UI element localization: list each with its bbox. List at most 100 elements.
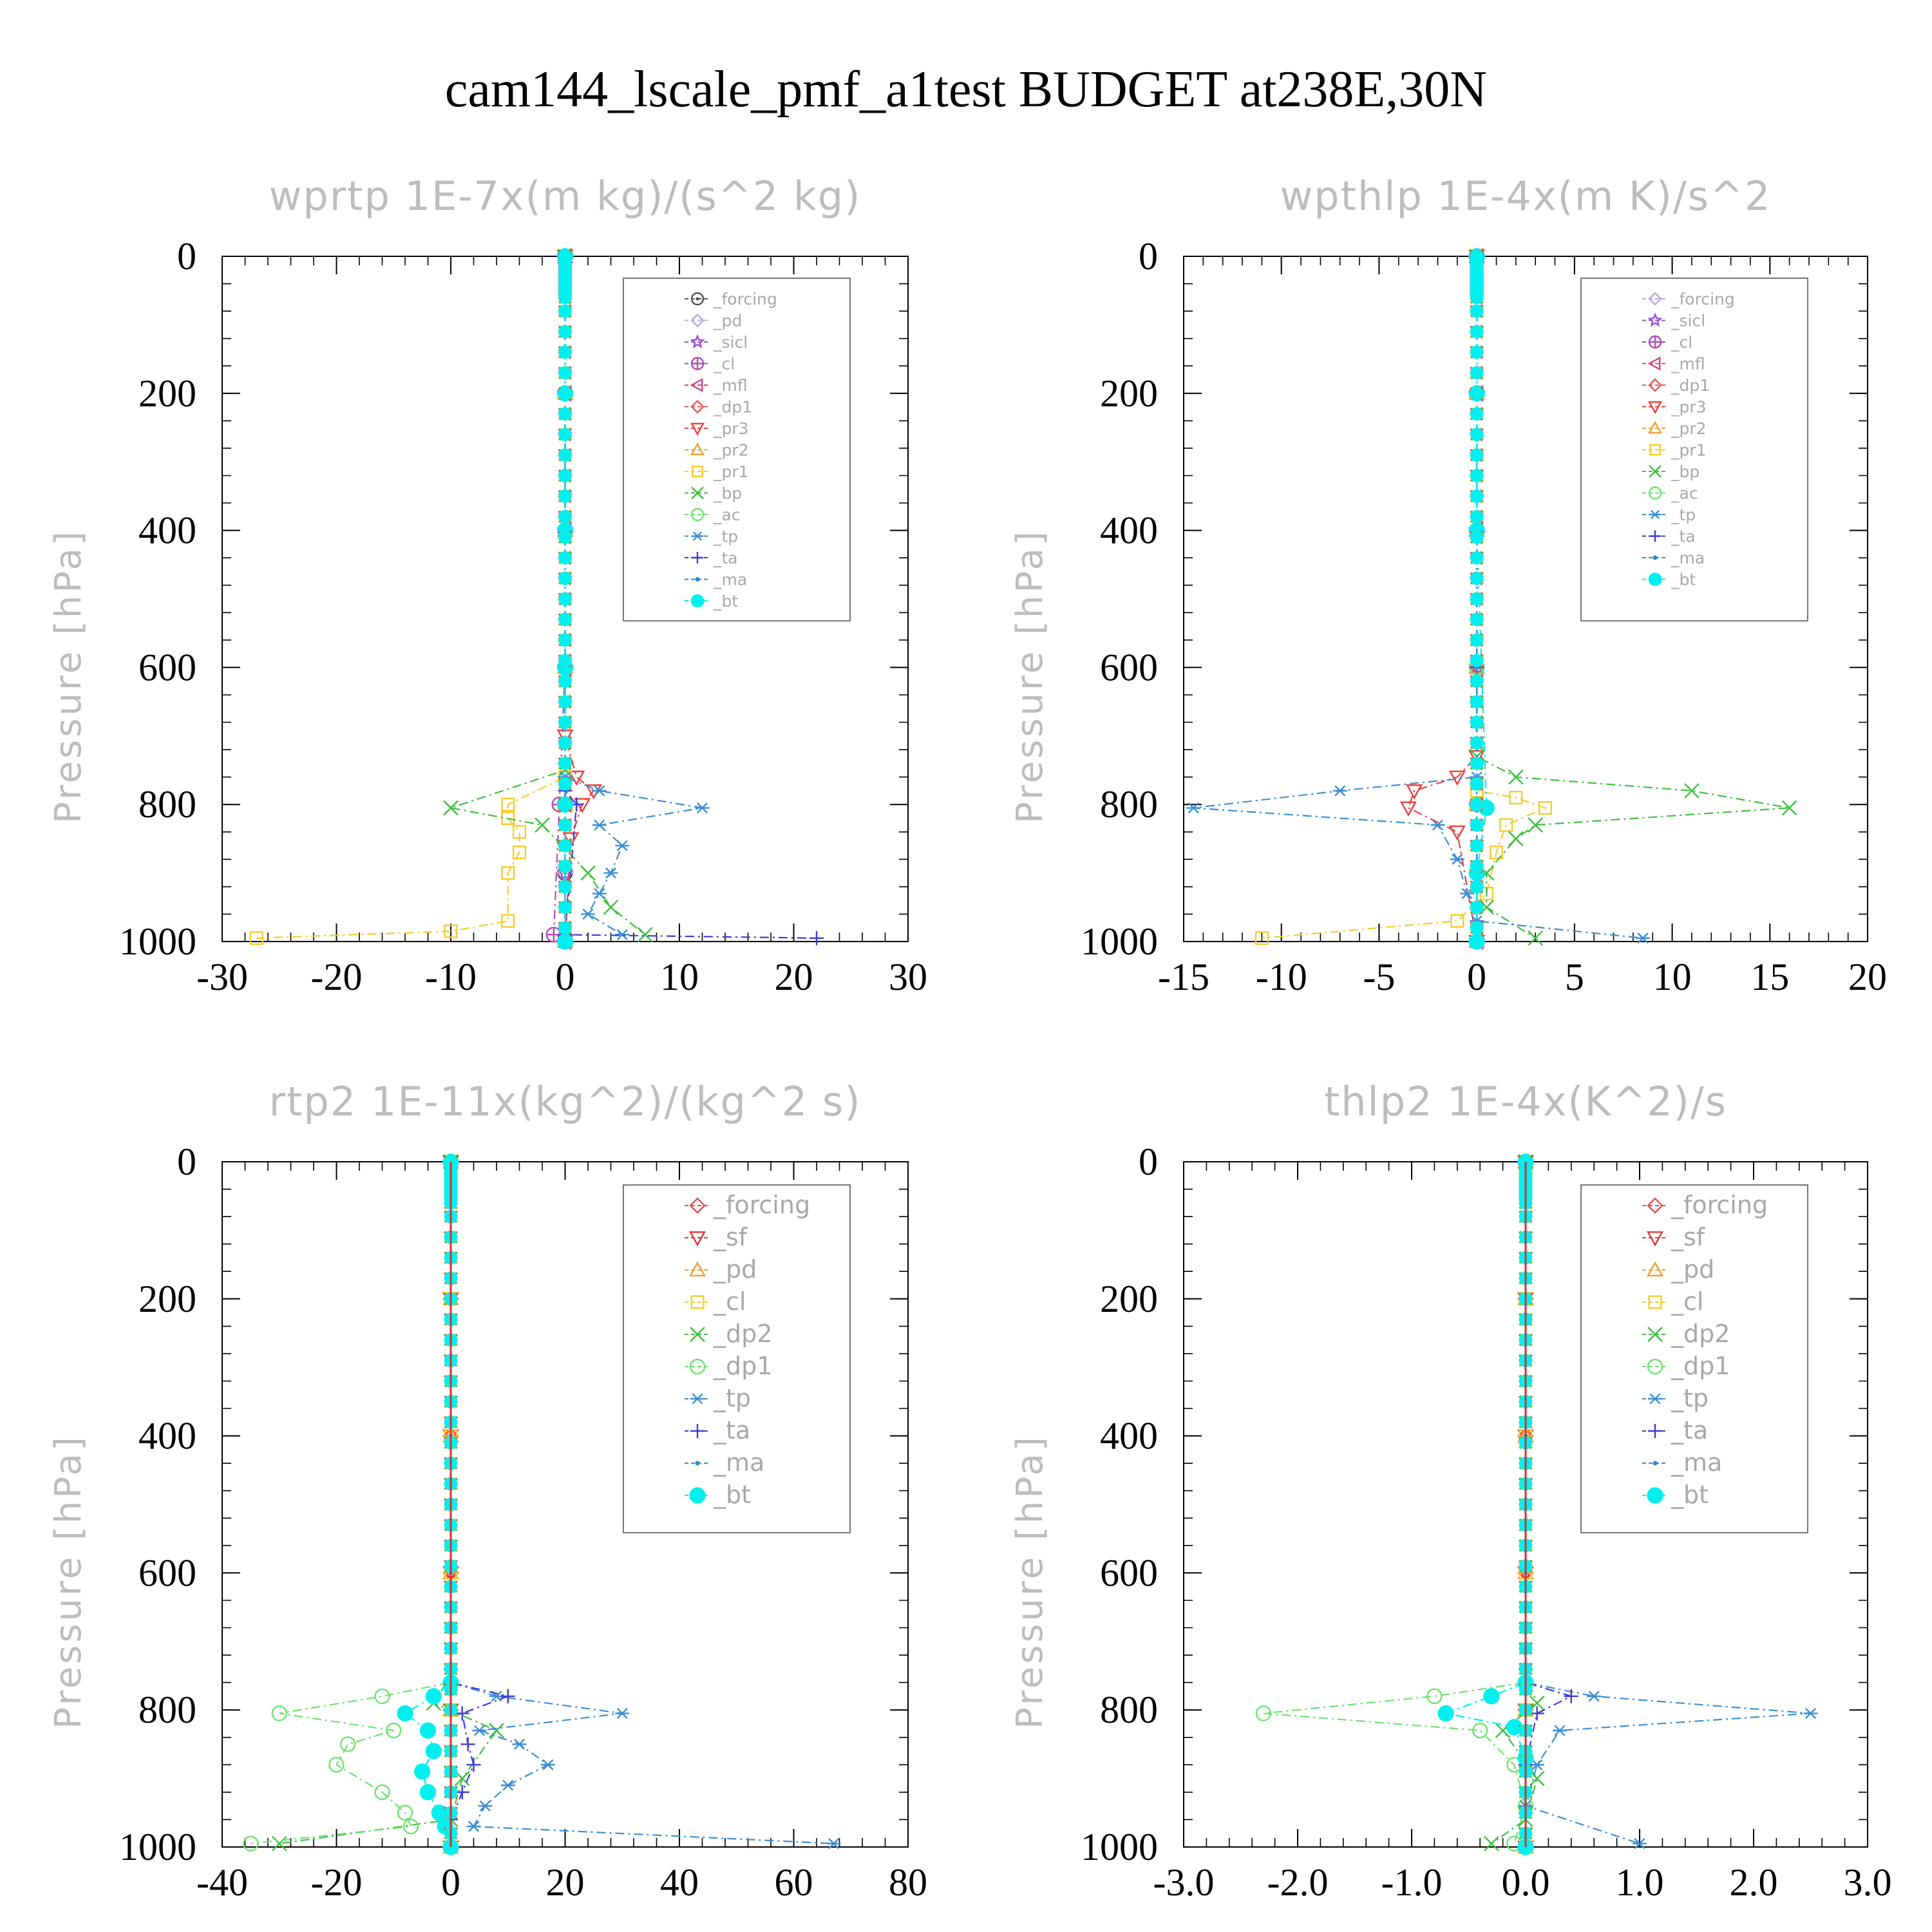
legend-item: _ma xyxy=(685,1448,764,1477)
legend-label: _ta xyxy=(713,1416,750,1444)
x-tick-label: 2.0 xyxy=(1730,1861,1778,1904)
x-tick-label: 80 xyxy=(889,1861,927,1904)
profile-marker xyxy=(558,818,572,832)
profile-marker xyxy=(558,551,572,565)
profile-marker xyxy=(1470,489,1484,503)
data-point xyxy=(512,1738,527,1750)
profile-marker xyxy=(558,859,572,873)
legend-item: _dp2 xyxy=(685,1320,772,1348)
y-tick-label: 1000 xyxy=(1081,1826,1158,1868)
profile-marker xyxy=(1470,757,1484,770)
profile-marker xyxy=(558,290,572,305)
data-point xyxy=(1448,825,1466,841)
data-point xyxy=(1538,800,1552,815)
x-tick-label: -2.0 xyxy=(1267,1861,1329,1904)
data-point xyxy=(1509,791,1523,805)
data-point xyxy=(1530,1706,1544,1721)
panel-title: wprtp 1E-7x(m kg)/(s^2 kg) xyxy=(269,173,862,220)
data-point xyxy=(1499,818,1513,832)
data-point xyxy=(1587,1690,1602,1702)
legend-item: _sicl xyxy=(685,333,748,352)
series-line xyxy=(279,1162,498,1844)
data-point xyxy=(568,770,585,786)
y-tick-label: 1000 xyxy=(1081,920,1158,963)
legend-item: _sicl xyxy=(1642,312,1705,330)
series-line xyxy=(1476,256,1790,939)
legend-item: _bt xyxy=(1642,1481,1709,1509)
legend-label: _ma xyxy=(713,571,747,589)
legend-box xyxy=(623,278,851,621)
legend-label: _pr2 xyxy=(1671,419,1707,438)
data-point xyxy=(826,1838,841,1850)
series-dp2 xyxy=(1484,1154,1545,1852)
profile-marker xyxy=(1470,448,1484,462)
legend-label: _ma xyxy=(1671,1448,1722,1477)
panel-title: wpthlp 1E-4x(m K)/s^2 xyxy=(1280,173,1772,220)
legend-marker xyxy=(1647,356,1661,371)
legend-marker xyxy=(1647,401,1663,414)
data-point xyxy=(249,931,263,945)
data-point xyxy=(328,1757,345,1773)
x-tick-label: -5 xyxy=(1363,956,1395,998)
data-point xyxy=(1399,801,1417,817)
legend-label: _pr3 xyxy=(713,419,749,438)
profile-marker xyxy=(1470,838,1484,853)
legend-label: _sicl xyxy=(1671,312,1705,330)
x-tick-label: -1.0 xyxy=(1381,1861,1443,1904)
y-tick-label: 200 xyxy=(138,372,196,415)
profile-marker xyxy=(558,407,572,421)
profile-marker xyxy=(558,366,572,380)
data-point xyxy=(695,802,710,814)
data-point xyxy=(1437,1705,1454,1722)
profile-marker xyxy=(558,777,572,791)
data-point xyxy=(1684,783,1700,799)
y-axis-label: Pressure [hPa] xyxy=(1009,529,1051,824)
legend-item: _ta xyxy=(685,549,738,567)
data-point xyxy=(810,931,824,945)
series-line xyxy=(251,1162,452,1844)
legend-marker xyxy=(1648,378,1662,392)
x-tick-label: 15 xyxy=(1750,956,1789,998)
legend: _forcing _sf _pd _cl _dp2 _dp1 _tp _ta _ma _bt xyxy=(623,1184,851,1533)
profile-marker xyxy=(1470,736,1484,750)
profile-marker xyxy=(558,509,572,524)
profile-marker xyxy=(558,838,572,853)
data-point xyxy=(455,1706,469,1721)
data-point xyxy=(1472,1722,1488,1739)
x-tick-label: -10 xyxy=(425,956,477,998)
profile-marker xyxy=(1470,612,1484,627)
legend-item: _tp xyxy=(685,527,738,546)
legend-label: _mfl xyxy=(713,376,748,395)
legend-label: _bt xyxy=(1671,571,1696,589)
data-point xyxy=(271,1705,287,1721)
data-point xyxy=(1529,1770,1545,1786)
legend-item: _cl xyxy=(1642,1287,1703,1316)
legend-label: _bp xyxy=(713,484,742,503)
legend-marker xyxy=(690,442,705,455)
x-tick-label: 20 xyxy=(1848,956,1887,998)
series-line xyxy=(564,256,703,936)
profile-marker xyxy=(558,900,572,914)
legend-marker xyxy=(692,552,703,564)
data-point xyxy=(1186,802,1201,814)
legend-marker xyxy=(1648,292,1662,306)
legend-marker xyxy=(1648,1393,1662,1405)
legend-label: _ta xyxy=(713,549,738,567)
legend-marker xyxy=(689,1487,706,1504)
legend-item: _sf xyxy=(1642,1223,1706,1251)
data-point xyxy=(413,1763,431,1780)
data-point xyxy=(1426,1688,1443,1705)
data-point xyxy=(1781,800,1797,816)
data-point xyxy=(592,887,607,900)
legend-label: _tp xyxy=(1671,506,1696,524)
data-point xyxy=(501,914,515,928)
legend-marker xyxy=(692,531,703,541)
legend-marker xyxy=(1649,444,1661,456)
legend-marker xyxy=(690,1295,705,1309)
data-point xyxy=(1803,1707,1818,1719)
legend-label: _forcing xyxy=(713,1191,810,1219)
data-point xyxy=(454,1770,470,1786)
legend-label: _pr3 xyxy=(1671,398,1707,417)
legend-marker xyxy=(1648,573,1662,586)
data-point xyxy=(1528,930,1544,946)
